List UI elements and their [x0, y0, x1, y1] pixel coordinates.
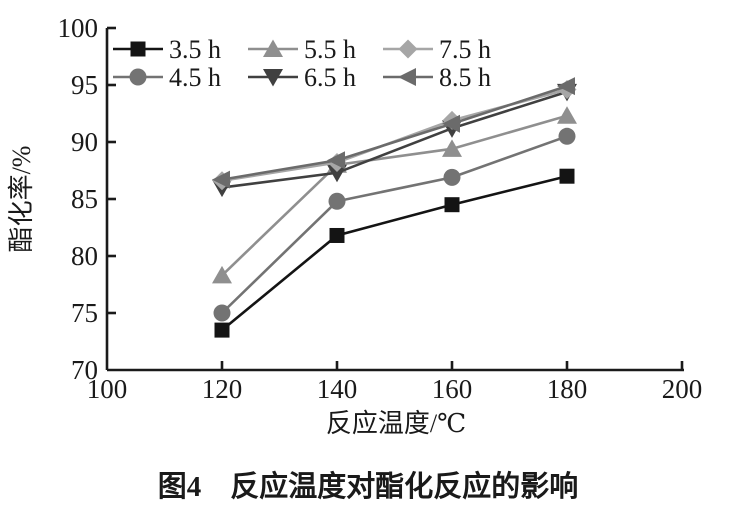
marker-triangle-up	[442, 139, 462, 157]
x-axis-label: 反应温度/℃	[326, 409, 466, 438]
legend-marker-square	[130, 41, 146, 57]
marker-square	[214, 322, 230, 338]
x-tick-label: 160	[432, 374, 473, 404]
x-tick-label: 140	[317, 374, 358, 404]
marker-triangle-left	[327, 151, 345, 170]
x-tick-label: 180	[547, 374, 588, 404]
marker-triangle-left	[212, 170, 230, 189]
legend-item: 5.5 h	[248, 35, 356, 64]
legend-marker-diamond	[398, 39, 418, 59]
legend-item: 6.5 h	[248, 63, 356, 92]
legend-item: 3.5 h	[113, 35, 221, 64]
legend-label: 7.5 h	[439, 35, 491, 64]
series-5-5-h	[212, 106, 577, 284]
figure-caption: 图4 反应温度对酯化反应的影响	[158, 469, 579, 503]
series-line-3-5-h	[221, 174, 568, 332]
marker-circle	[213, 304, 231, 322]
legend-label: 5.5 h	[304, 35, 356, 64]
marker-square	[444, 197, 460, 213]
marker-circle	[558, 127, 576, 145]
series-7-5-h	[212, 80, 577, 191]
series-8-5-h	[212, 77, 575, 189]
legend-marker-triangle-up	[263, 39, 283, 57]
axes-group: 100 120 140 160 180 200 70 75 80 85 90 95 100	[58, 13, 703, 404]
legend-label: 3.5 h	[169, 35, 221, 64]
legend-label: 6.5 h	[304, 63, 356, 92]
y-tick-label: 70	[71, 355, 98, 385]
marker-triangle-down	[327, 164, 347, 183]
series-group	[212, 77, 577, 338]
y-tick-label: 75	[71, 298, 98, 328]
y-tick-label: 100	[58, 13, 99, 43]
series-4-5-h	[213, 127, 576, 322]
marker-circle	[443, 168, 461, 186]
y-tick-label: 90	[71, 127, 98, 157]
y-tick-label: 85	[71, 184, 98, 214]
legend-marker-circle	[129, 68, 147, 86]
series-line-8-5-h	[221, 84, 568, 181]
series-line-5-5-h	[221, 114, 568, 277]
legend-label: 4.5 h	[169, 63, 221, 92]
legend-marker-triangle-down	[263, 69, 283, 87]
marker-triangle-up	[557, 106, 577, 124]
series-3-5-h	[214, 168, 575, 338]
marker-square	[559, 168, 575, 184]
legend-marker-triangle-left	[398, 68, 416, 86]
y-tick-label: 80	[71, 241, 98, 271]
marker-triangle-left	[557, 77, 575, 96]
marker-square	[329, 227, 345, 243]
marker-circle	[328, 192, 346, 210]
marker-triangle-up	[212, 265, 232, 284]
x-tick-label: 120	[202, 374, 243, 404]
x-tick-label: 200	[662, 374, 703, 404]
marker-triangle-left	[442, 114, 460, 133]
legend-group: 3.5 h4.5 h 5.5 h6.5 h 7.5 h8.5 h	[113, 35, 491, 92]
legend-item: 7.5 h	[383, 35, 491, 64]
legend-label: 8.5 h	[439, 63, 491, 92]
legend-item: 8.5 h	[383, 63, 491, 92]
legend-item: 4.5 h	[113, 63, 221, 92]
y-tick-label: 95	[71, 70, 98, 100]
y-axis-label: 酯化率/%	[7, 146, 36, 253]
series-line-4-5-h	[221, 135, 568, 314]
x-tick-label: 100	[87, 374, 128, 404]
series-line-6-5-h	[221, 90, 568, 189]
